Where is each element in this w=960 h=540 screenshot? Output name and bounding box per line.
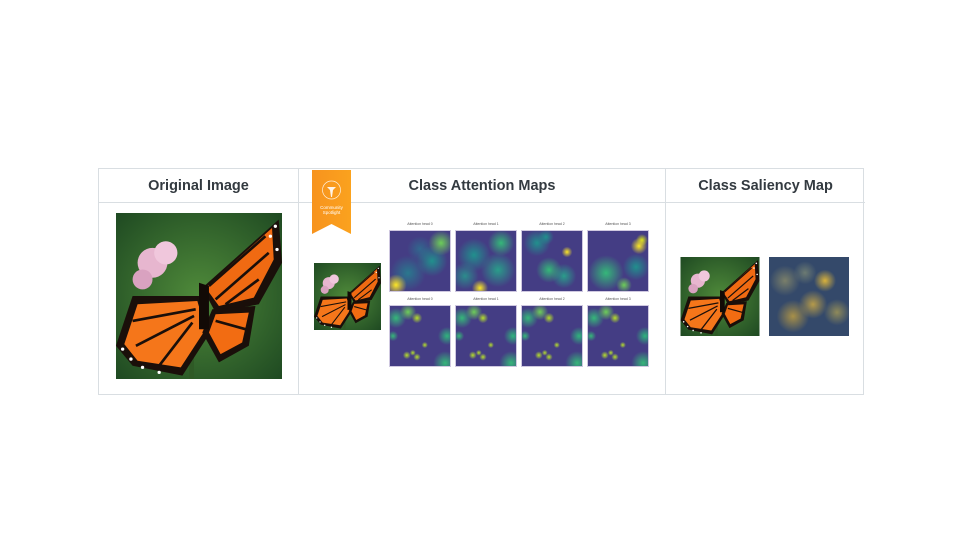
butterfly-original-image <box>116 213 282 379</box>
attention-map-title: Attention head 3 <box>605 222 631 226</box>
saliency-map-column: Class Saliency Map <box>666 169 865 394</box>
community-spotlight-badge[interactable]: Community Spotlight <box>312 170 351 234</box>
attention-map-title: Attention head 0 <box>407 222 433 226</box>
ribbon-icon <box>312 170 351 234</box>
attention-map-row2-head1 <box>455 305 517 367</box>
attention-map-title: Attention head 1 <box>473 222 499 226</box>
attention-map-row2-head3 <box>587 305 649 367</box>
attention-map-row2-head0 <box>389 305 451 367</box>
attention-map-title: Attention head 1 <box>473 297 499 301</box>
badge-line1: Community <box>320 205 343 210</box>
butterfly-saliency-input <box>680 257 760 336</box>
attention-map-title: Attention head 2 <box>539 297 565 301</box>
attention-map-title: Attention head 0 <box>407 297 433 301</box>
saliency-map-image <box>769 257 849 336</box>
column-header: Class Saliency Map <box>666 169 865 203</box>
badge-line2: Spotlight <box>322 210 341 215</box>
attention-map-title: Attention head 3 <box>605 297 631 301</box>
column-header: Original Image <box>99 169 298 203</box>
column-header: Class Attention Maps <box>299 169 665 203</box>
attention-map-row2-head2 <box>521 305 583 367</box>
original-image-column: Original Image <box>99 169 299 394</box>
comparison-table: Original Image Class Attention Maps Atte… <box>98 168 865 395</box>
attention-map-row1-head2 <box>521 230 583 292</box>
butterfly-thumbnail <box>314 263 381 330</box>
attention-map-title: Attention head 2 <box>539 222 565 226</box>
attention-map-row1-head0 <box>389 230 451 292</box>
attention-map-row1-head3 <box>587 230 649 292</box>
attention-maps-column: Class Attention Maps Attention head 0 Att… <box>299 169 666 394</box>
attention-map-row1-head1 <box>455 230 517 292</box>
